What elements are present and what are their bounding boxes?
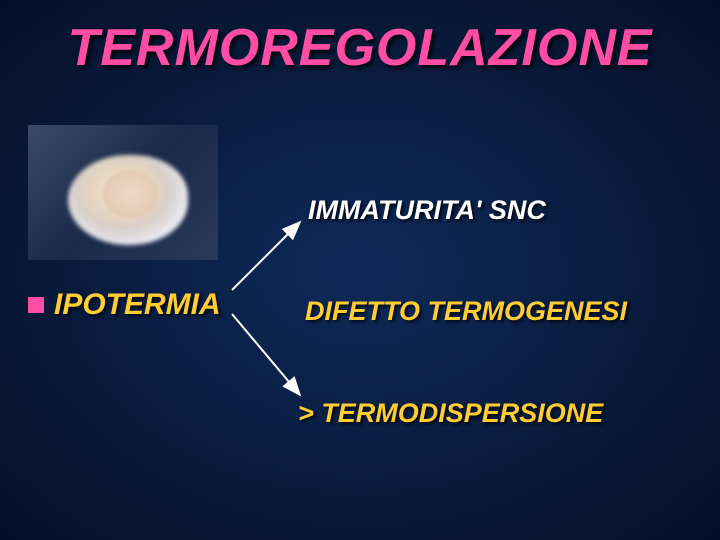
main-term: IPOTERMIA bbox=[28, 288, 221, 322]
outcome-3: > TERMODISPERSIONE bbox=[298, 398, 603, 429]
slide-title: TERMOREGOLAZIONE bbox=[67, 18, 652, 78]
main-term-text: IPOTERMIA bbox=[54, 288, 221, 322]
baby-photo bbox=[28, 125, 218, 260]
arrow-lines bbox=[0, 0, 720, 540]
bullet-square bbox=[28, 297, 44, 313]
outcome-2: DIFETTO TERMOGENESI bbox=[305, 296, 627, 327]
outcome-1: IMMATURITA' SNC bbox=[308, 195, 546, 226]
